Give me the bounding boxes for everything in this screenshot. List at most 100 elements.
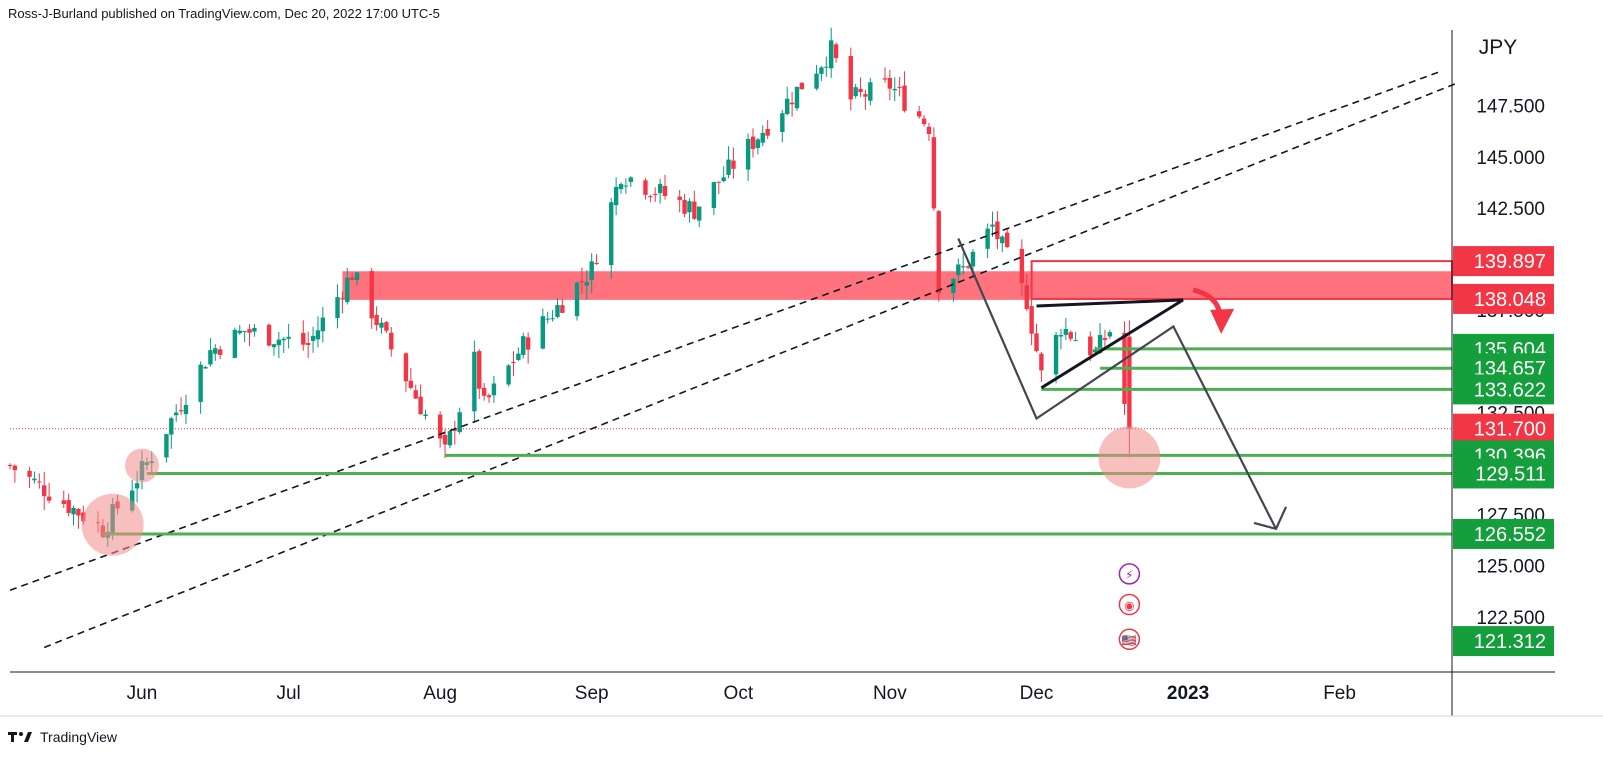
candle-body <box>765 128 770 136</box>
x-tick-label: Jun <box>127 683 158 704</box>
candle-body <box>1088 336 1093 356</box>
x-tick-label: Feb <box>1323 683 1356 704</box>
candle-body <box>217 349 223 355</box>
candle-body <box>1019 248 1025 283</box>
candle-body <box>540 316 546 349</box>
candle-body <box>354 272 360 280</box>
candle-body <box>491 383 497 396</box>
y-tick-label: 145.000 <box>1476 148 1545 169</box>
x-tick-label: Nov <box>873 683 907 704</box>
price-label-bg <box>1453 413 1554 444</box>
candle-body <box>183 404 189 415</box>
candle-body <box>848 55 853 100</box>
candle-body <box>721 177 726 182</box>
candle-body <box>785 98 790 115</box>
candle-body <box>609 202 614 266</box>
candle-body <box>794 86 800 109</box>
price-label-bg <box>1453 246 1554 277</box>
candle-body <box>1063 329 1069 335</box>
candle-body <box>203 367 208 369</box>
candle-body <box>687 201 692 213</box>
candle-body <box>76 509 81 516</box>
y-tick-label: 142.500 <box>1476 199 1545 220</box>
chart-header: Ross-J-Burland published on TradingView.… <box>8 6 440 21</box>
candle-body <box>437 414 443 439</box>
lightning-icon-ring <box>1118 563 1141 585</box>
price-label-text: 126.552 <box>1474 524 1546 546</box>
candle-body <box>936 211 941 294</box>
candle-body <box>892 88 897 91</box>
candle-body <box>1107 332 1113 337</box>
record-icon-glyph: ◉ <box>1124 599 1134 613</box>
price-label-text: 131.700 <box>1474 419 1546 441</box>
candle-body <box>169 418 174 435</box>
candle-body <box>726 159 731 175</box>
candle-body <box>985 228 990 249</box>
price-label-bg <box>1453 283 1554 314</box>
candle-body <box>521 336 526 355</box>
candle-body <box>1097 334 1103 353</box>
candle-body <box>418 396 423 415</box>
candle-body <box>814 73 819 89</box>
candle-body <box>252 327 257 332</box>
candle-body <box>931 137 937 209</box>
candle-body <box>37 481 42 483</box>
candle-body <box>379 322 384 328</box>
candle-body <box>305 343 311 345</box>
candle-body <box>960 266 966 268</box>
candle-body <box>178 410 184 412</box>
tradingview-footer: TradingView <box>8 729 117 745</box>
lightning-icon[interactable]: ⚡ <box>1118 563 1141 585</box>
candle-body <box>310 335 316 341</box>
price-label: 133.622 <box>1453 374 1554 405</box>
candle-body <box>1053 334 1059 375</box>
record-icon[interactable]: ◉ <box>1118 593 1141 616</box>
candle-body <box>1127 336 1132 429</box>
candle-body <box>643 180 648 195</box>
candle-body <box>584 282 589 286</box>
candle-body <box>452 429 458 431</box>
candle-body <box>389 332 394 350</box>
red-arrowhead <box>1210 308 1235 334</box>
candle-body <box>335 297 340 319</box>
candle-body <box>697 206 702 221</box>
candle-body <box>965 266 971 268</box>
candle-body <box>858 88 863 93</box>
candle-body <box>799 82 805 90</box>
x-tick-label: Sep <box>575 683 609 704</box>
price-label-bg <box>1453 374 1554 405</box>
candle-body <box>750 136 756 149</box>
candle-body <box>824 66 829 68</box>
x-tick-label: 2023 <box>1167 683 1209 704</box>
flag-icon[interactable]: 🇺🇸 <box>1118 628 1141 651</box>
x-tick-label: Jul <box>276 683 300 704</box>
candle-body <box>589 261 594 281</box>
candle-body <box>266 324 272 346</box>
candle-body <box>198 364 203 402</box>
y-tick-label: 122.500 <box>1476 608 1545 629</box>
price-label-text: 139.897 <box>1474 251 1546 273</box>
triangle-lower-line <box>1040 298 1184 390</box>
price-label: 139.897 <box>1453 246 1554 277</box>
dashed-trendline <box>43 82 1458 649</box>
candle-body <box>882 78 888 80</box>
candle-body <box>545 318 550 320</box>
candle-body <box>447 431 453 446</box>
candle-body <box>42 485 47 497</box>
x-tick-label: Aug <box>423 683 457 704</box>
candle-body <box>1102 338 1108 340</box>
candle-body <box>7 464 13 466</box>
candle-body <box>486 395 492 398</box>
candle-body <box>1004 232 1010 248</box>
candle-body <box>711 182 717 209</box>
candle-body <box>506 365 511 385</box>
candle-body <box>657 183 663 194</box>
highlight-circle <box>1098 426 1161 489</box>
candle-body <box>780 113 785 132</box>
candle-body <box>1029 306 1034 334</box>
candle-body <box>403 353 409 382</box>
candle-body <box>897 86 902 88</box>
candle-body <box>868 82 873 101</box>
candle-body <box>481 387 487 396</box>
